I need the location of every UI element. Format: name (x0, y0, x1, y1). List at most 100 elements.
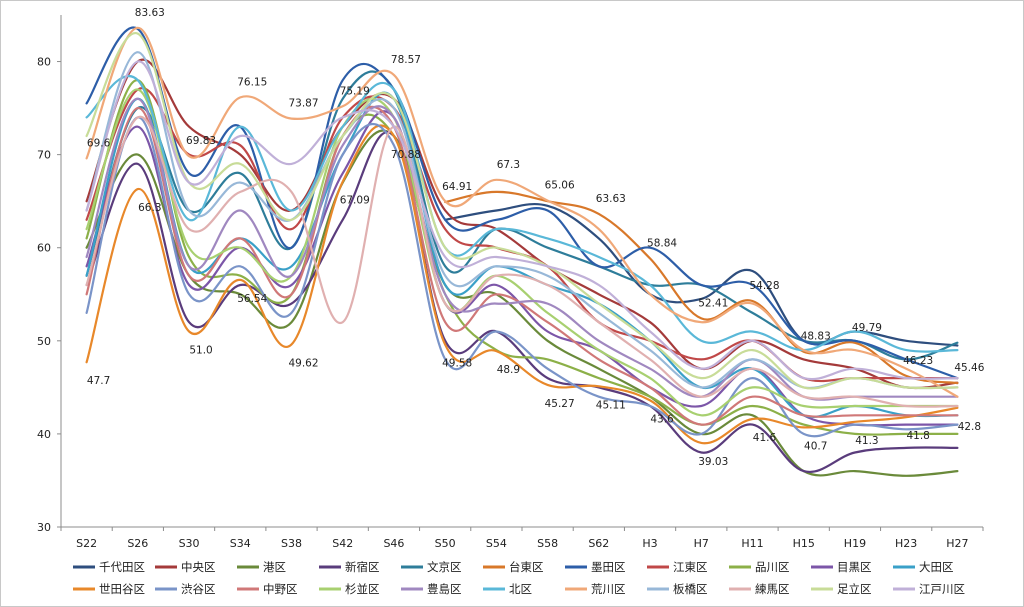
data-label: 66.3 (138, 202, 161, 214)
y-tick-label: 30 (37, 521, 51, 534)
data-label: 65.06 (545, 180, 575, 192)
data-label: 41.8 (906, 430, 929, 442)
x-tick-label: S30 (179, 537, 200, 550)
data-label: 70.88 (391, 149, 421, 161)
data-label: 40.7 (804, 440, 827, 452)
series-line (85, 97, 959, 401)
data-label: 67.09 (340, 195, 370, 207)
legend-label: 文京区 (427, 560, 462, 574)
data-label: 69.6 (87, 137, 111, 149)
data-label: 48.83 (801, 331, 831, 343)
data-label: 51.0 (189, 345, 212, 357)
data-label: 47.7 (87, 375, 110, 387)
data-label: 63.63 (596, 193, 626, 205)
x-tick-label: S26 (127, 537, 148, 550)
y-tick-label: 70 (37, 149, 51, 162)
data-label: 73.87 (288, 98, 318, 110)
series-line (85, 75, 959, 353)
legend-label: 豊島区 (427, 582, 462, 596)
y-tick-label: 80 (37, 56, 51, 69)
series-line (85, 124, 959, 445)
data-label: 56.54 (237, 293, 267, 305)
legend-label: 新宿区 (345, 560, 380, 574)
data-label: 41.6 (753, 432, 777, 444)
y-tick-label: 60 (37, 242, 51, 255)
y-tick-label: 40 (37, 428, 51, 441)
y-tick-label: 50 (37, 335, 51, 348)
x-tick-label: H3 (642, 537, 657, 550)
x-tick-label: H7 (694, 537, 709, 550)
data-label: 58.84 (647, 238, 677, 250)
legend-label: 千代田区 (99, 560, 145, 574)
series-line (85, 105, 959, 426)
data-label: 49.62 (288, 357, 318, 369)
data-label: 46.23 (903, 355, 933, 367)
data-label: 75.19 (340, 85, 370, 97)
legend-label: 世田谷区 (99, 582, 145, 596)
legend-label: 荒川区 (591, 582, 626, 596)
x-tick-label: S42 (332, 537, 353, 550)
x-tick-label: H23 (895, 537, 917, 550)
series-line (85, 26, 959, 398)
legend-label: 江東区 (673, 560, 708, 574)
x-tick-label: S62 (588, 537, 609, 550)
data-label: 67.3 (497, 159, 520, 171)
legend-label: 江戸川区 (919, 582, 965, 596)
data-label: 45.11 (596, 399, 626, 411)
x-tick-label: S46 (383, 537, 404, 550)
x-tick-label: H11 (741, 537, 763, 550)
series-line (85, 51, 959, 390)
x-tick-label: S54 (486, 537, 507, 550)
data-labels: 69.6 83.63 69.83 76.15 73.87 75.19 78.57 64.91 6… (87, 7, 985, 468)
data-label: 49.79 (852, 322, 882, 334)
legend-label: 足立区 (837, 582, 872, 596)
legend-label: 品川区 (755, 560, 790, 574)
x-tick-label: S22 (76, 537, 97, 550)
data-label: 39.03 (698, 456, 728, 468)
legend-label: 大田区 (919, 560, 954, 574)
legend-label: 杉並区 (345, 582, 380, 596)
legend-label: 北区 (509, 582, 532, 596)
x-tick-label: S38 (281, 537, 302, 550)
data-label: 69.83 (186, 135, 216, 147)
series-line (85, 88, 959, 417)
legend-label: 中野区 (263, 582, 298, 596)
legend-label: 練馬区 (755, 582, 790, 596)
x-tick-label: H19 (844, 537, 866, 550)
data-label: 42.8 (958, 421, 981, 433)
legend-label: 板橋区 (673, 582, 708, 596)
data-label: 76.15 (237, 76, 267, 88)
legend-label: 目黒区 (837, 560, 872, 574)
data-label: 43.6 (650, 413, 674, 425)
data-label: 45.27 (545, 398, 575, 410)
x-tick-label: H27 (946, 537, 968, 550)
legend-label: 渋谷区 (181, 582, 216, 596)
series-line (85, 60, 959, 381)
data-label: 64.91 (442, 181, 472, 193)
legend-label: 港区 (263, 560, 286, 574)
x-tick-label: H15 (793, 537, 815, 550)
series-line (85, 115, 959, 408)
data-label: 54.28 (749, 280, 779, 292)
x-tick-label: S58 (537, 537, 558, 550)
data-label: 83.63 (135, 7, 165, 19)
series-line (85, 110, 959, 427)
data-label: 78.57 (391, 54, 421, 66)
legend-label: 墨田区 (591, 560, 626, 574)
data-label: 49.58 (442, 358, 472, 370)
data-label: 48.9 (497, 364, 520, 376)
series-lines (85, 26, 959, 477)
data-label: 45.46 (954, 362, 984, 374)
axes: 30 40 50 60 70 80 S22 S26 S30 S34 S38 S42 S46 S50 S54 S… (37, 15, 984, 550)
series-line (85, 26, 959, 380)
data-label: 52.41 (698, 297, 728, 309)
legend-label: 台東区 (509, 560, 544, 574)
series-line (85, 131, 959, 474)
series-line (444, 190, 959, 385)
legend-label: 中央区 (181, 560, 216, 574)
x-tick-label: S50 (435, 537, 456, 550)
series-line (85, 32, 959, 390)
